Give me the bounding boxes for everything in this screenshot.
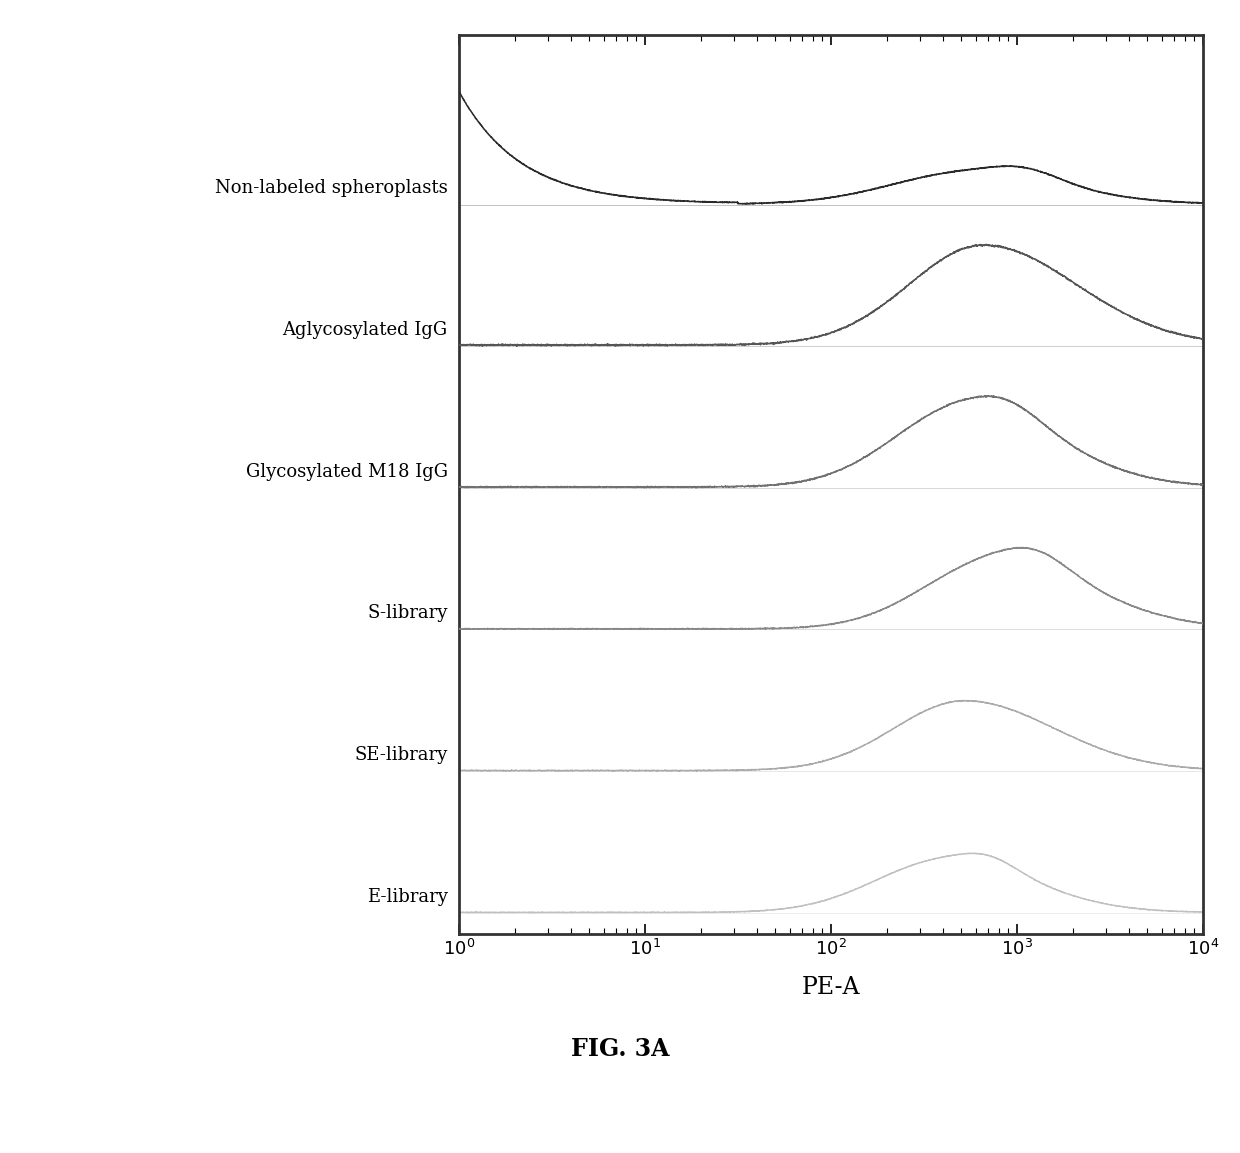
Text: S-library: S-library — [367, 604, 448, 623]
X-axis label: PE-A: PE-A — [801, 975, 861, 998]
Text: Glycosylated M18 IgG: Glycosylated M18 IgG — [246, 462, 448, 481]
Text: Non-labeled spheroplasts: Non-labeled spheroplasts — [215, 180, 448, 197]
Text: Aglycosylated IgG: Aglycosylated IgG — [283, 321, 448, 339]
Text: E-library: E-library — [367, 888, 448, 905]
Text: FIG. 3A: FIG. 3A — [570, 1038, 670, 1061]
Text: SE-library: SE-library — [355, 746, 448, 764]
